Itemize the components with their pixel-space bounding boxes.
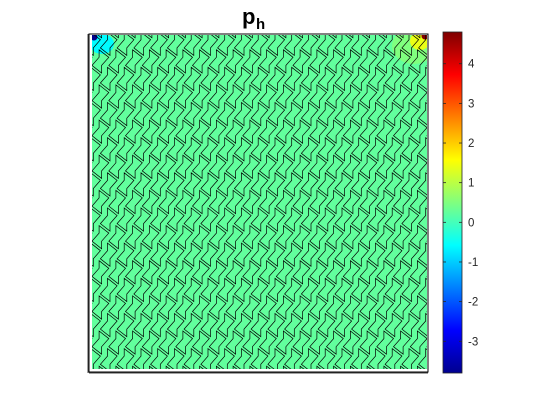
colorbar-tick-label: -1 [468, 257, 478, 269]
colorbar-tick-label: 0 [468, 217, 474, 229]
plot-frame [88, 33, 429, 373]
colorbar-tick-label: 1 [468, 178, 474, 190]
colorbar-tick-label: 4 [468, 59, 475, 71]
colorbar-tick-label: -2 [468, 297, 478, 309]
polygon-mesh [92, 35, 427, 369]
plot-background [92, 35, 427, 369]
colorbar-ticks: 4 3 2 1 0 -1 -2 -3 [443, 59, 478, 348]
colorbar-tick-label: -3 [468, 336, 478, 348]
mesh-cell-edges [92, 35, 427, 369]
corner-highlight-top-right-near [410, 35, 427, 50]
colorbar: 4 3 2 1 0 -1 -2 -3 [442, 31, 478, 374]
chart-title-subscript: h [256, 16, 265, 33]
colorbar-gradient [443, 32, 462, 373]
plot-area [87, 33, 429, 374]
colorbar-tick-label: 3 [468, 98, 474, 110]
chart-title: p [242, 4, 255, 29]
colorbar-frame [442, 31, 463, 374]
colorbar-tick-label: 2 [468, 138, 474, 150]
